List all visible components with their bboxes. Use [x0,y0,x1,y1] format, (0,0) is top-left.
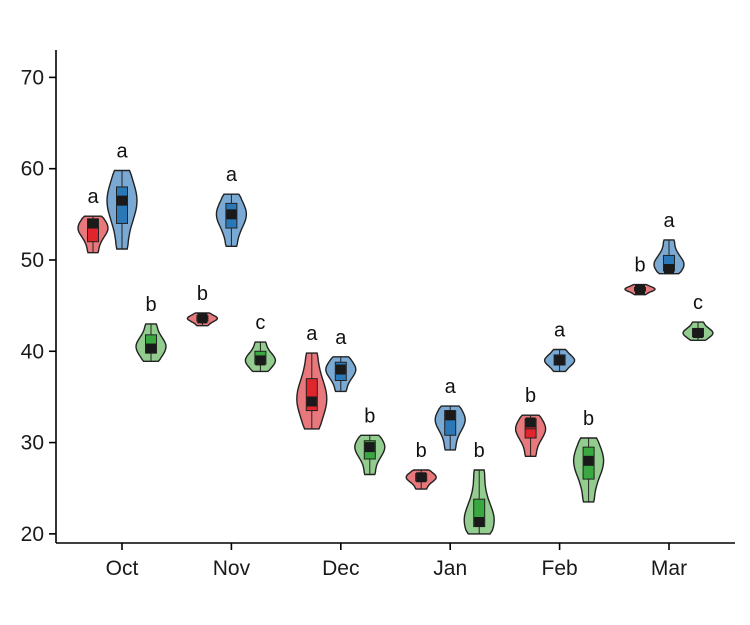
significance-label: b [145,294,156,316]
x-tick-label: Nov [213,557,251,580]
y-tick-label: 40 [21,340,44,363]
significance-label: a [226,164,238,186]
mean-marker [664,264,674,275]
significance-label: c [255,312,265,334]
significance-label: a [445,376,457,398]
x-tick-label: Jan [433,557,467,580]
mean-marker [306,396,317,407]
mean-marker [226,209,237,220]
x-tick-label: Oct [106,557,139,580]
mean-marker [445,410,456,421]
significance-label: b [525,385,536,407]
significance-label: b [583,408,594,430]
significance-label: b [364,405,375,427]
mean-marker [693,328,703,339]
y-tick-label: 30 [21,432,44,455]
significance-label: b [634,255,645,277]
mean-marker [146,343,156,354]
significance-label: a [554,319,566,341]
mean-marker [364,442,375,453]
y-tick-label: 60 [21,158,44,181]
x-tick-label: Feb [542,557,578,580]
x-axis: Oct Nov Dec Jan Feb Mar [56,542,735,580]
mean-marker [88,218,98,229]
significance-label: c [693,292,703,314]
iqr-box [305,378,318,412]
significance-label: a [335,327,347,349]
x-tick-label: Dec [322,557,359,580]
y-tick-label: 20 [21,523,44,546]
mean-marker [255,355,266,366]
mean-marker [474,517,485,528]
mean-marker [416,472,427,483]
significance-label: b [474,440,485,462]
x-tick-label: Mar [651,557,687,580]
significance-label: a [116,141,128,163]
significance-label: b [197,283,208,305]
significance-label: a [306,323,318,345]
significance-label: b [416,440,427,462]
mean-marker [525,417,536,428]
mean-marker [635,284,645,295]
mean-marker [583,455,594,466]
significance-label: a [87,186,99,208]
mean-marker [335,364,346,375]
y-tick-label: 70 [21,66,44,89]
y-tick-label: 50 [21,249,44,272]
mean-marker [197,313,208,324]
y-axis: 20 30 40 50 60 70 [21,50,57,546]
significance-label: a [663,210,675,232]
mean-marker [554,355,565,366]
mean-marker [117,195,127,206]
